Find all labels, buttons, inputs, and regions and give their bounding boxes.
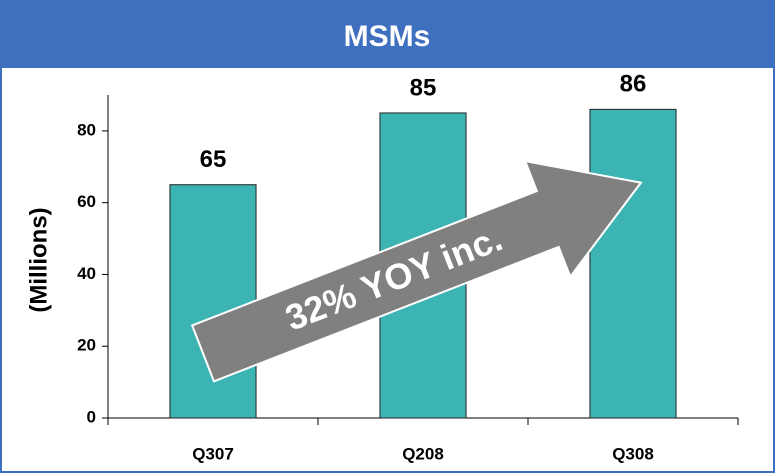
value-label: 86 [620, 71, 647, 98]
chart-title: MSMs [344, 20, 431, 53]
y-tick-label: 40 [77, 264, 96, 283]
arrow-shape [190, 159, 643, 383]
y-tick-label: 80 [77, 120, 96, 139]
value-label: 85 [410, 74, 437, 101]
bar [589, 108, 677, 419]
y-tick-label: 60 [77, 192, 96, 211]
x-tick-label: Q307 [192, 444, 234, 463]
y-tick-label: 0 [87, 407, 96, 426]
x-tick-label: Q308 [612, 444, 654, 463]
header [0, 0, 775, 68]
y-tick-label: 20 [77, 336, 96, 355]
x-tick-label: Q208 [402, 444, 444, 463]
value-label: 65 [200, 146, 227, 173]
bar [169, 184, 257, 419]
y-axis-label: (Millions) [25, 207, 52, 312]
